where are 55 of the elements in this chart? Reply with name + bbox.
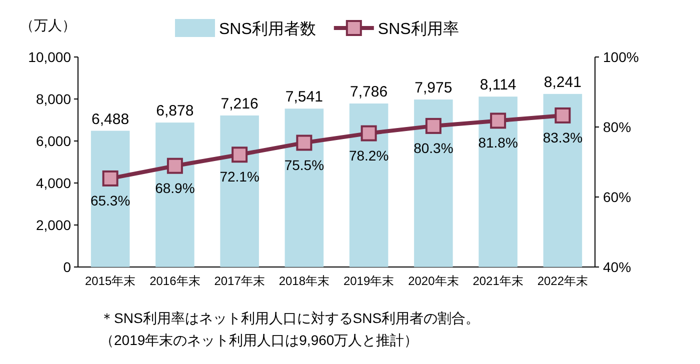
point (554, 107, 571, 124)
point (490, 112, 506, 129)
data-label: 65.3% (90, 192, 130, 208)
x-tick-label: 2022年末 (537, 274, 588, 288)
point (232, 146, 248, 163)
data-label: 6,878 (156, 102, 194, 120)
data-label: 7,786 (350, 83, 388, 100)
y-tick-label: 6,000 (36, 133, 72, 149)
text: ＊SNS利用率はネット利用人口に対するSNS利用者の割合。 (100, 310, 480, 326)
x-tick-label: 2016年末 (150, 274, 200, 288)
bar (349, 103, 388, 267)
y2-tick-label: 100% (603, 49, 639, 65)
y2-tick-label: 60% (603, 189, 632, 205)
x-tick-label: 2019年末 (343, 274, 394, 288)
data-label: 7,975 (414, 80, 452, 97)
bar (543, 94, 582, 267)
data-label: 68.9% (155, 180, 195, 196)
bar (220, 115, 259, 267)
bar (90, 130, 130, 267)
y-axis-title: （万人） (20, 17, 76, 33)
y-tick-label: 4,000 (36, 175, 72, 191)
bar (414, 100, 453, 267)
data-label: 81.8% (478, 134, 518, 151)
data-label: 8,241 (544, 74, 582, 91)
point (425, 118, 442, 134)
data-label: 8,114 (480, 76, 516, 94)
point (296, 134, 312, 151)
data-label: 6,488 (92, 110, 130, 128)
data-label: 83.3% (542, 129, 583, 146)
data-label: 7,541 (285, 88, 323, 106)
text: （2019年末のネット利用人口は9,960万人と推計） (100, 332, 418, 348)
data-label: 7,216 (220, 95, 258, 112)
legend-label: SNS利用者数 (219, 20, 316, 38)
y-tick-label: 8,000 (36, 91, 72, 107)
bar (284, 108, 324, 267)
y2-tick-label: 40% (603, 259, 632, 275)
y-tick-label: 10,000 (28, 49, 72, 65)
data-label: 72.1% (220, 168, 260, 185)
bar (478, 96, 518, 267)
bar (156, 122, 194, 267)
x-tick-label: 2020年末 (408, 274, 459, 288)
y-tick-label: 2,000 (36, 217, 72, 233)
y-tick-label: 0 (63, 259, 72, 275)
data-label: 75.5% (284, 156, 324, 173)
data-label: 80.3% (414, 140, 454, 156)
point (166, 158, 183, 174)
point (360, 125, 377, 142)
x-tick-label: 2018年末 (278, 274, 330, 288)
legend-label: SNS利用率 (378, 20, 459, 38)
x-tick-label: 2021年末 (472, 274, 524, 288)
x-tick-label: 2017年末 (214, 274, 265, 288)
data-label: 78.2% (348, 147, 389, 164)
x-tick-label: 2015年末 (84, 274, 136, 288)
y2-tick-label: 80% (603, 119, 632, 135)
point (102, 170, 118, 186)
